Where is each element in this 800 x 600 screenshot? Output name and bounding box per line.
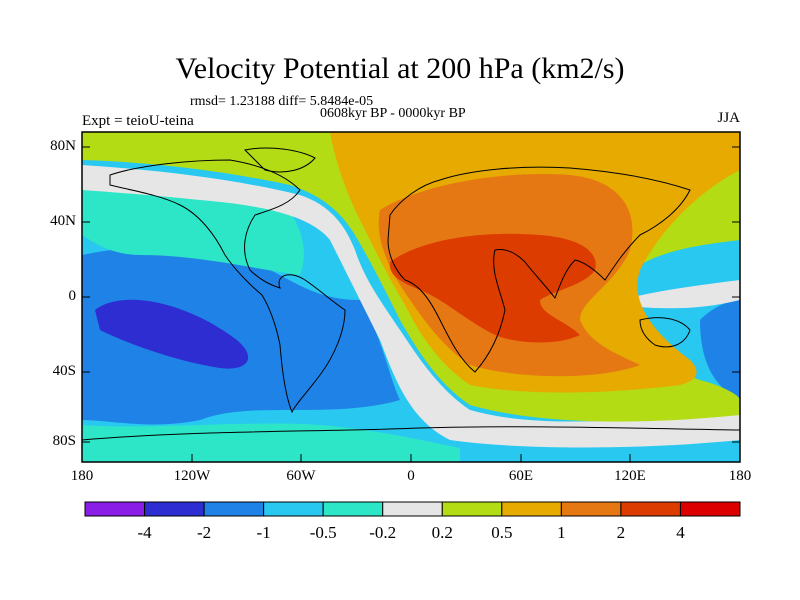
axis-ticks xyxy=(81,146,741,462)
colorbar-swatch xyxy=(382,501,443,517)
lon-label: 180 xyxy=(728,468,752,484)
lat-label: 80S xyxy=(52,433,76,449)
colorbar-label: -4 xyxy=(137,523,152,542)
filled-contours xyxy=(82,132,740,462)
lat-label: 40N xyxy=(50,213,76,229)
colorbar-label: 2 xyxy=(616,523,626,542)
colorbar-swatch xyxy=(322,501,384,517)
colorbar-label: 0.5 xyxy=(491,523,513,542)
colorbar-label: 0.2 xyxy=(431,523,453,542)
colorbar-swatch xyxy=(84,501,146,517)
colorbar-label: -2 xyxy=(196,523,212,542)
lat-label: 40S xyxy=(52,363,76,379)
colorbar-label: -0.5 xyxy=(309,523,337,542)
colorbar-label: 4 xyxy=(676,523,685,542)
coastlines xyxy=(82,147,740,441)
lon-label: 120E xyxy=(614,468,646,484)
colorbar-swatch xyxy=(501,501,562,517)
lon-label: 180 xyxy=(70,468,94,484)
contour-band-neg-large xyxy=(95,299,249,369)
lon-label: 60W xyxy=(286,468,316,484)
period-label: 0608kyr BP - 0000kyr BP xyxy=(320,106,466,121)
colorbar-swatch xyxy=(203,501,265,517)
colorbar-label: -0.2 xyxy=(369,523,397,542)
lon-label: 120W xyxy=(173,468,211,484)
experiment-label: Expt = teioU-teina xyxy=(82,113,194,129)
colorbar-swatch xyxy=(144,501,205,517)
colorbar-swatch xyxy=(560,501,622,517)
lon-label: 60E xyxy=(508,468,534,484)
colorbar-label: -1 xyxy=(256,523,271,542)
lon-label: 0 xyxy=(407,468,415,484)
lat-label: 80N xyxy=(50,138,76,154)
contour-band-pos-max xyxy=(389,233,596,343)
lat-label: 0 xyxy=(68,288,77,304)
stats-line: rmsd= 1.23188 diff= 5.8484e-05 xyxy=(190,94,374,109)
colorbar-swatch xyxy=(441,501,503,517)
season-label: JJA xyxy=(717,110,740,126)
colorbar-swatch xyxy=(263,501,324,517)
contour-band-neg-mid xyxy=(82,247,400,425)
colorbar xyxy=(84,501,741,517)
colorbar-swatch xyxy=(620,501,681,517)
map-title: Velocity Potential at 200 hPa (km2/s) xyxy=(175,52,625,85)
colorbar-swatch xyxy=(679,501,741,517)
colorbar-label: 1 xyxy=(557,523,566,542)
